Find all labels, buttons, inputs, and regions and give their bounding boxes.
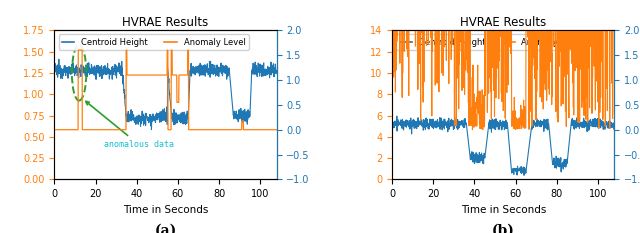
Text: (a): (a) (154, 224, 177, 233)
Text: (b): (b) (492, 224, 515, 233)
Legend: Centroid Height, Anomaly Level: Centroid Height, Anomaly Level (59, 34, 249, 50)
Title: HVRAE Results: HVRAE Results (460, 16, 547, 29)
Legend: Centroid Height, Anomaly Level: Centroid Height, Anomaly Level (396, 34, 586, 50)
Title: HVRAE Results: HVRAE Results (122, 16, 209, 29)
Text: anomalous data: anomalous data (86, 101, 174, 149)
X-axis label: Time in Seconds: Time in Seconds (123, 205, 208, 215)
X-axis label: Time in Seconds: Time in Seconds (461, 205, 546, 215)
